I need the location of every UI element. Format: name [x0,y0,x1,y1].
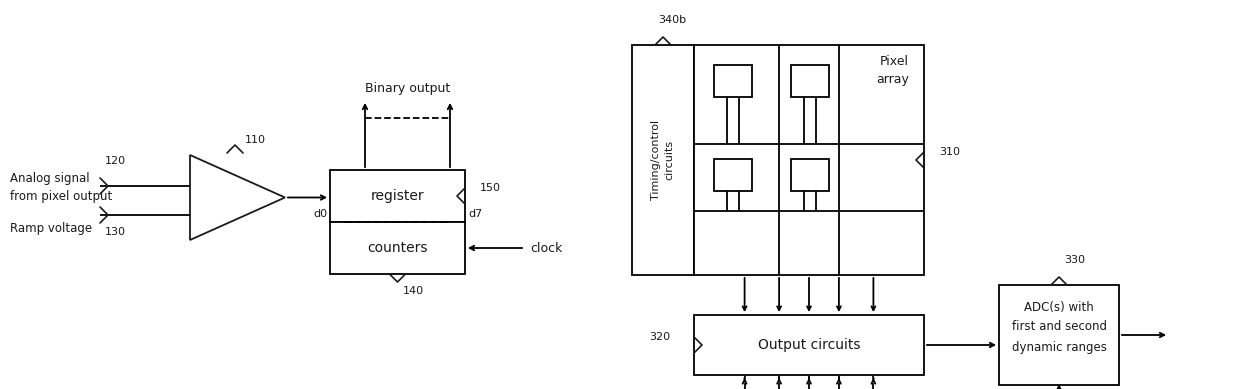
Text: 140: 140 [403,286,424,296]
Text: 120: 120 [105,156,126,166]
Text: register: register [371,189,424,203]
Text: array: array [877,73,909,86]
Text: Output circuits: Output circuits [758,338,861,352]
Bar [694,315,924,375]
Text: 110: 110 [246,135,267,145]
Text: Ramp voltage: Ramp voltage [10,221,92,235]
Text: clock: clock [529,242,563,254]
Bar [632,45,694,275]
Text: 320: 320 [649,332,670,342]
Bar [714,159,751,191]
Text: first and second: first and second [1012,321,1106,333]
Bar [999,285,1118,385]
Text: Pixel: Pixel [880,55,909,68]
Text: Timing/control
circuits: Timing/control circuits [651,120,675,200]
Text: Binary output: Binary output [365,82,450,95]
Bar [791,159,830,191]
Bar [330,170,465,222]
Text: from pixel output: from pixel output [10,189,113,203]
Text: d7: d7 [467,209,482,219]
Text: Analog signal: Analog signal [10,172,89,184]
Bar [714,65,751,97]
Text: 150: 150 [480,183,501,193]
Text: d0: d0 [312,209,327,219]
Text: ADC(s) with: ADC(s) with [1024,300,1094,314]
Text: 130: 130 [105,227,126,237]
Bar [330,222,465,274]
Text: 330: 330 [1064,255,1085,265]
Text: 310: 310 [939,147,960,157]
Bar [694,45,924,275]
Text: counters: counters [367,241,428,255]
Text: dynamic ranges: dynamic ranges [1012,340,1106,354]
Bar [791,65,830,97]
Text: 340b: 340b [658,15,686,25]
